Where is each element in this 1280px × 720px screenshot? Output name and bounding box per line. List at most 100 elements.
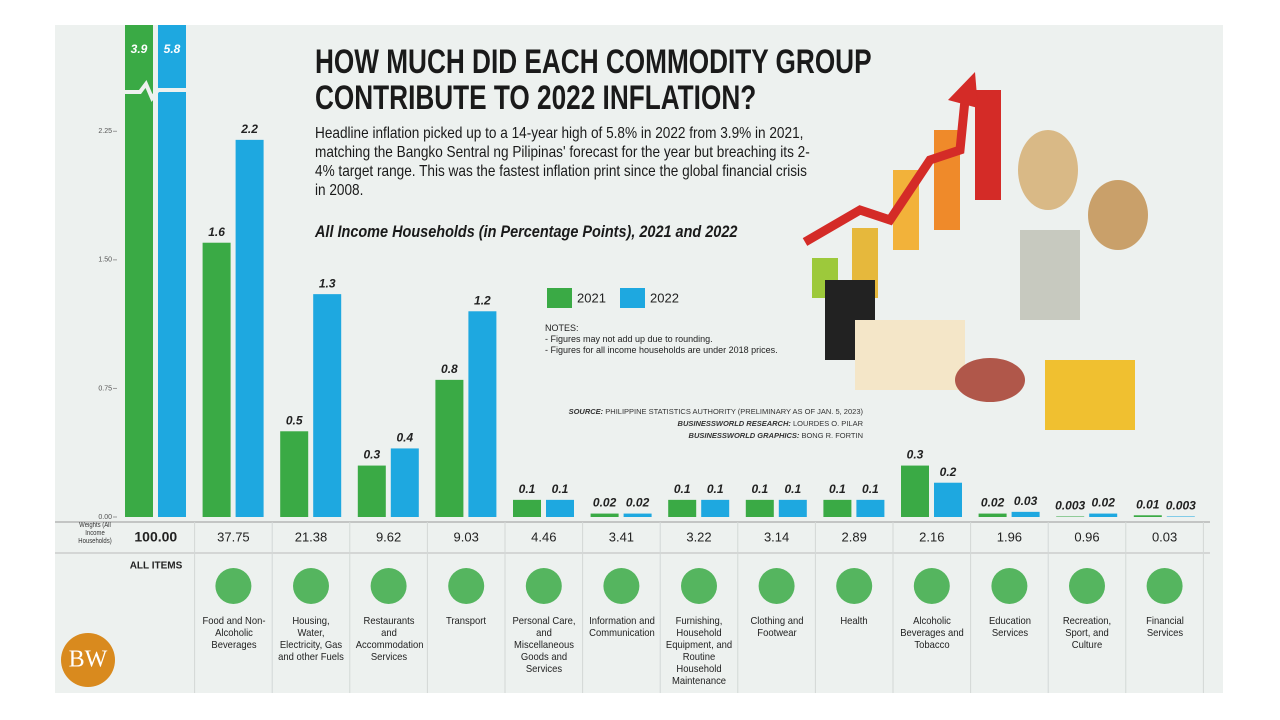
source-line: SOURCE: PHILIPPINE STATISTICS AUTHORITY … xyxy=(569,407,863,416)
weight: 9.62 xyxy=(376,529,401,544)
category-icon xyxy=(525,568,562,604)
decor-gold xyxy=(1045,360,1135,430)
weight: 2.16 xyxy=(919,529,944,544)
bar xyxy=(513,499,541,517)
value-label: 0.01 xyxy=(1136,497,1160,511)
bar xyxy=(546,499,574,517)
value-label: 0.02 xyxy=(981,496,1005,510)
bar xyxy=(1133,515,1162,517)
x-tick-label: Information and Communication xyxy=(588,615,655,639)
value-label: 0.003 xyxy=(1055,499,1085,513)
bar xyxy=(280,431,309,517)
weight: 3.14 xyxy=(764,529,789,544)
x-tick-label: Financial Services xyxy=(1145,615,1184,639)
legend-label: 2021 xyxy=(577,290,606,305)
logo-circle xyxy=(61,633,115,687)
bar xyxy=(623,513,652,517)
value-label: 2.2 xyxy=(240,122,258,136)
bar xyxy=(1166,516,1195,517)
value-label: 0.3 xyxy=(363,448,380,462)
decor-arrow xyxy=(802,99,970,246)
bar xyxy=(357,465,386,517)
axis-break xyxy=(122,80,195,102)
category-icon xyxy=(1069,568,1105,604)
decor-bar xyxy=(975,90,1001,200)
notes-heading: NOTES: xyxy=(545,323,579,333)
value-label: 0.02 xyxy=(1092,496,1116,510)
bar xyxy=(856,499,885,517)
legend-label: 2022 xyxy=(650,290,679,305)
bar xyxy=(934,482,962,517)
x-tick-label: Restaurants and Accommodation Services xyxy=(355,615,424,663)
source-line: BUSINESSWORLD GRAPHICS: BONG R. FORTIN xyxy=(689,431,863,440)
x-tick-label: Housing, Water, Electricity, Gas and oth… xyxy=(278,615,345,663)
value-label: 0.003 xyxy=(1166,499,1196,513)
weight: 9.03 xyxy=(454,529,479,544)
bar xyxy=(1056,516,1085,517)
category-icon xyxy=(293,568,329,604)
notes: NOTES: - Figures may not add up due to r… xyxy=(545,323,778,356)
decor-arrow-head xyxy=(948,72,978,108)
x-tick-label: Personal Care, and Miscellaneous Goods a… xyxy=(512,615,576,675)
decor-sack xyxy=(1018,130,1078,210)
bar xyxy=(313,294,342,517)
legend-swatch xyxy=(547,288,572,308)
decor-sack xyxy=(1088,180,1148,250)
bar xyxy=(745,499,774,517)
bar xyxy=(901,465,929,517)
category-icon xyxy=(913,568,950,604)
value-label: 0.8 xyxy=(441,362,458,376)
x-tick-label: Education Services xyxy=(988,615,1031,639)
bar xyxy=(158,25,186,517)
category-icon xyxy=(758,568,795,604)
value-label: 0.02 xyxy=(593,496,617,510)
value-label: 0.02 xyxy=(626,496,650,510)
x-tick-label: Alcoholic Beverages and Tobacco xyxy=(900,615,964,651)
category-icon xyxy=(448,568,485,604)
value-label: 0.1 xyxy=(707,482,724,496)
weight: 2.89 xyxy=(842,529,867,544)
y-tick-label: 2.25 xyxy=(98,128,112,135)
weight: 0.03 xyxy=(1152,529,1177,544)
x-tick-label: Clothing and Footwear xyxy=(750,615,804,639)
x-tick-label: Health xyxy=(840,615,869,627)
value-label: 5.8 xyxy=(164,42,181,56)
bar xyxy=(823,499,852,517)
value-label: 1.6 xyxy=(208,225,225,239)
bar xyxy=(590,513,619,517)
decor-eggs xyxy=(855,320,965,390)
y-tick-label: 0.75 xyxy=(98,385,112,392)
source-text: BONG R. FORTIN xyxy=(801,431,863,440)
source-line: BUSINESSWORLD RESEARCH: LOURDES O. PILAR xyxy=(678,419,863,428)
x-tick-label: Food and Non-Alcoholic Beverages xyxy=(202,615,266,651)
category-icon xyxy=(370,568,407,604)
value-label: 0.1 xyxy=(674,482,691,496)
bar xyxy=(235,139,264,517)
value-label: 0.3 xyxy=(907,448,924,462)
bar xyxy=(1089,513,1118,517)
weight: 3.41 xyxy=(609,529,634,544)
bar xyxy=(390,448,419,517)
illustration xyxy=(802,72,1148,430)
value-label: 0.03 xyxy=(1014,494,1038,508)
decor-meat xyxy=(955,358,1025,402)
x-tick-label: Transport xyxy=(446,615,487,627)
value-label: 1.2 xyxy=(474,293,491,307)
value-label: 3.9 xyxy=(131,42,148,56)
value-label: 0.5 xyxy=(286,413,303,427)
note: - Figures may not add up due to rounding… xyxy=(545,334,713,344)
source-label: BUSINESSWORLD GRAPHICS: xyxy=(688,431,800,440)
category-icon xyxy=(681,568,717,604)
bar xyxy=(668,499,697,517)
note: - Figures for all income households are … xyxy=(545,345,778,355)
weight: 100.00 xyxy=(134,529,177,545)
category-icon xyxy=(836,568,873,604)
value-label: 0.1 xyxy=(552,482,569,496)
weight: 1.96 xyxy=(997,529,1022,544)
category-icon xyxy=(1146,568,1183,604)
title: HOW MUCH DID EACH COMMODITY GROUP CONTRI… xyxy=(315,43,872,117)
bar xyxy=(202,242,231,517)
x-tick-label: ALL ITEMS xyxy=(130,561,183,572)
